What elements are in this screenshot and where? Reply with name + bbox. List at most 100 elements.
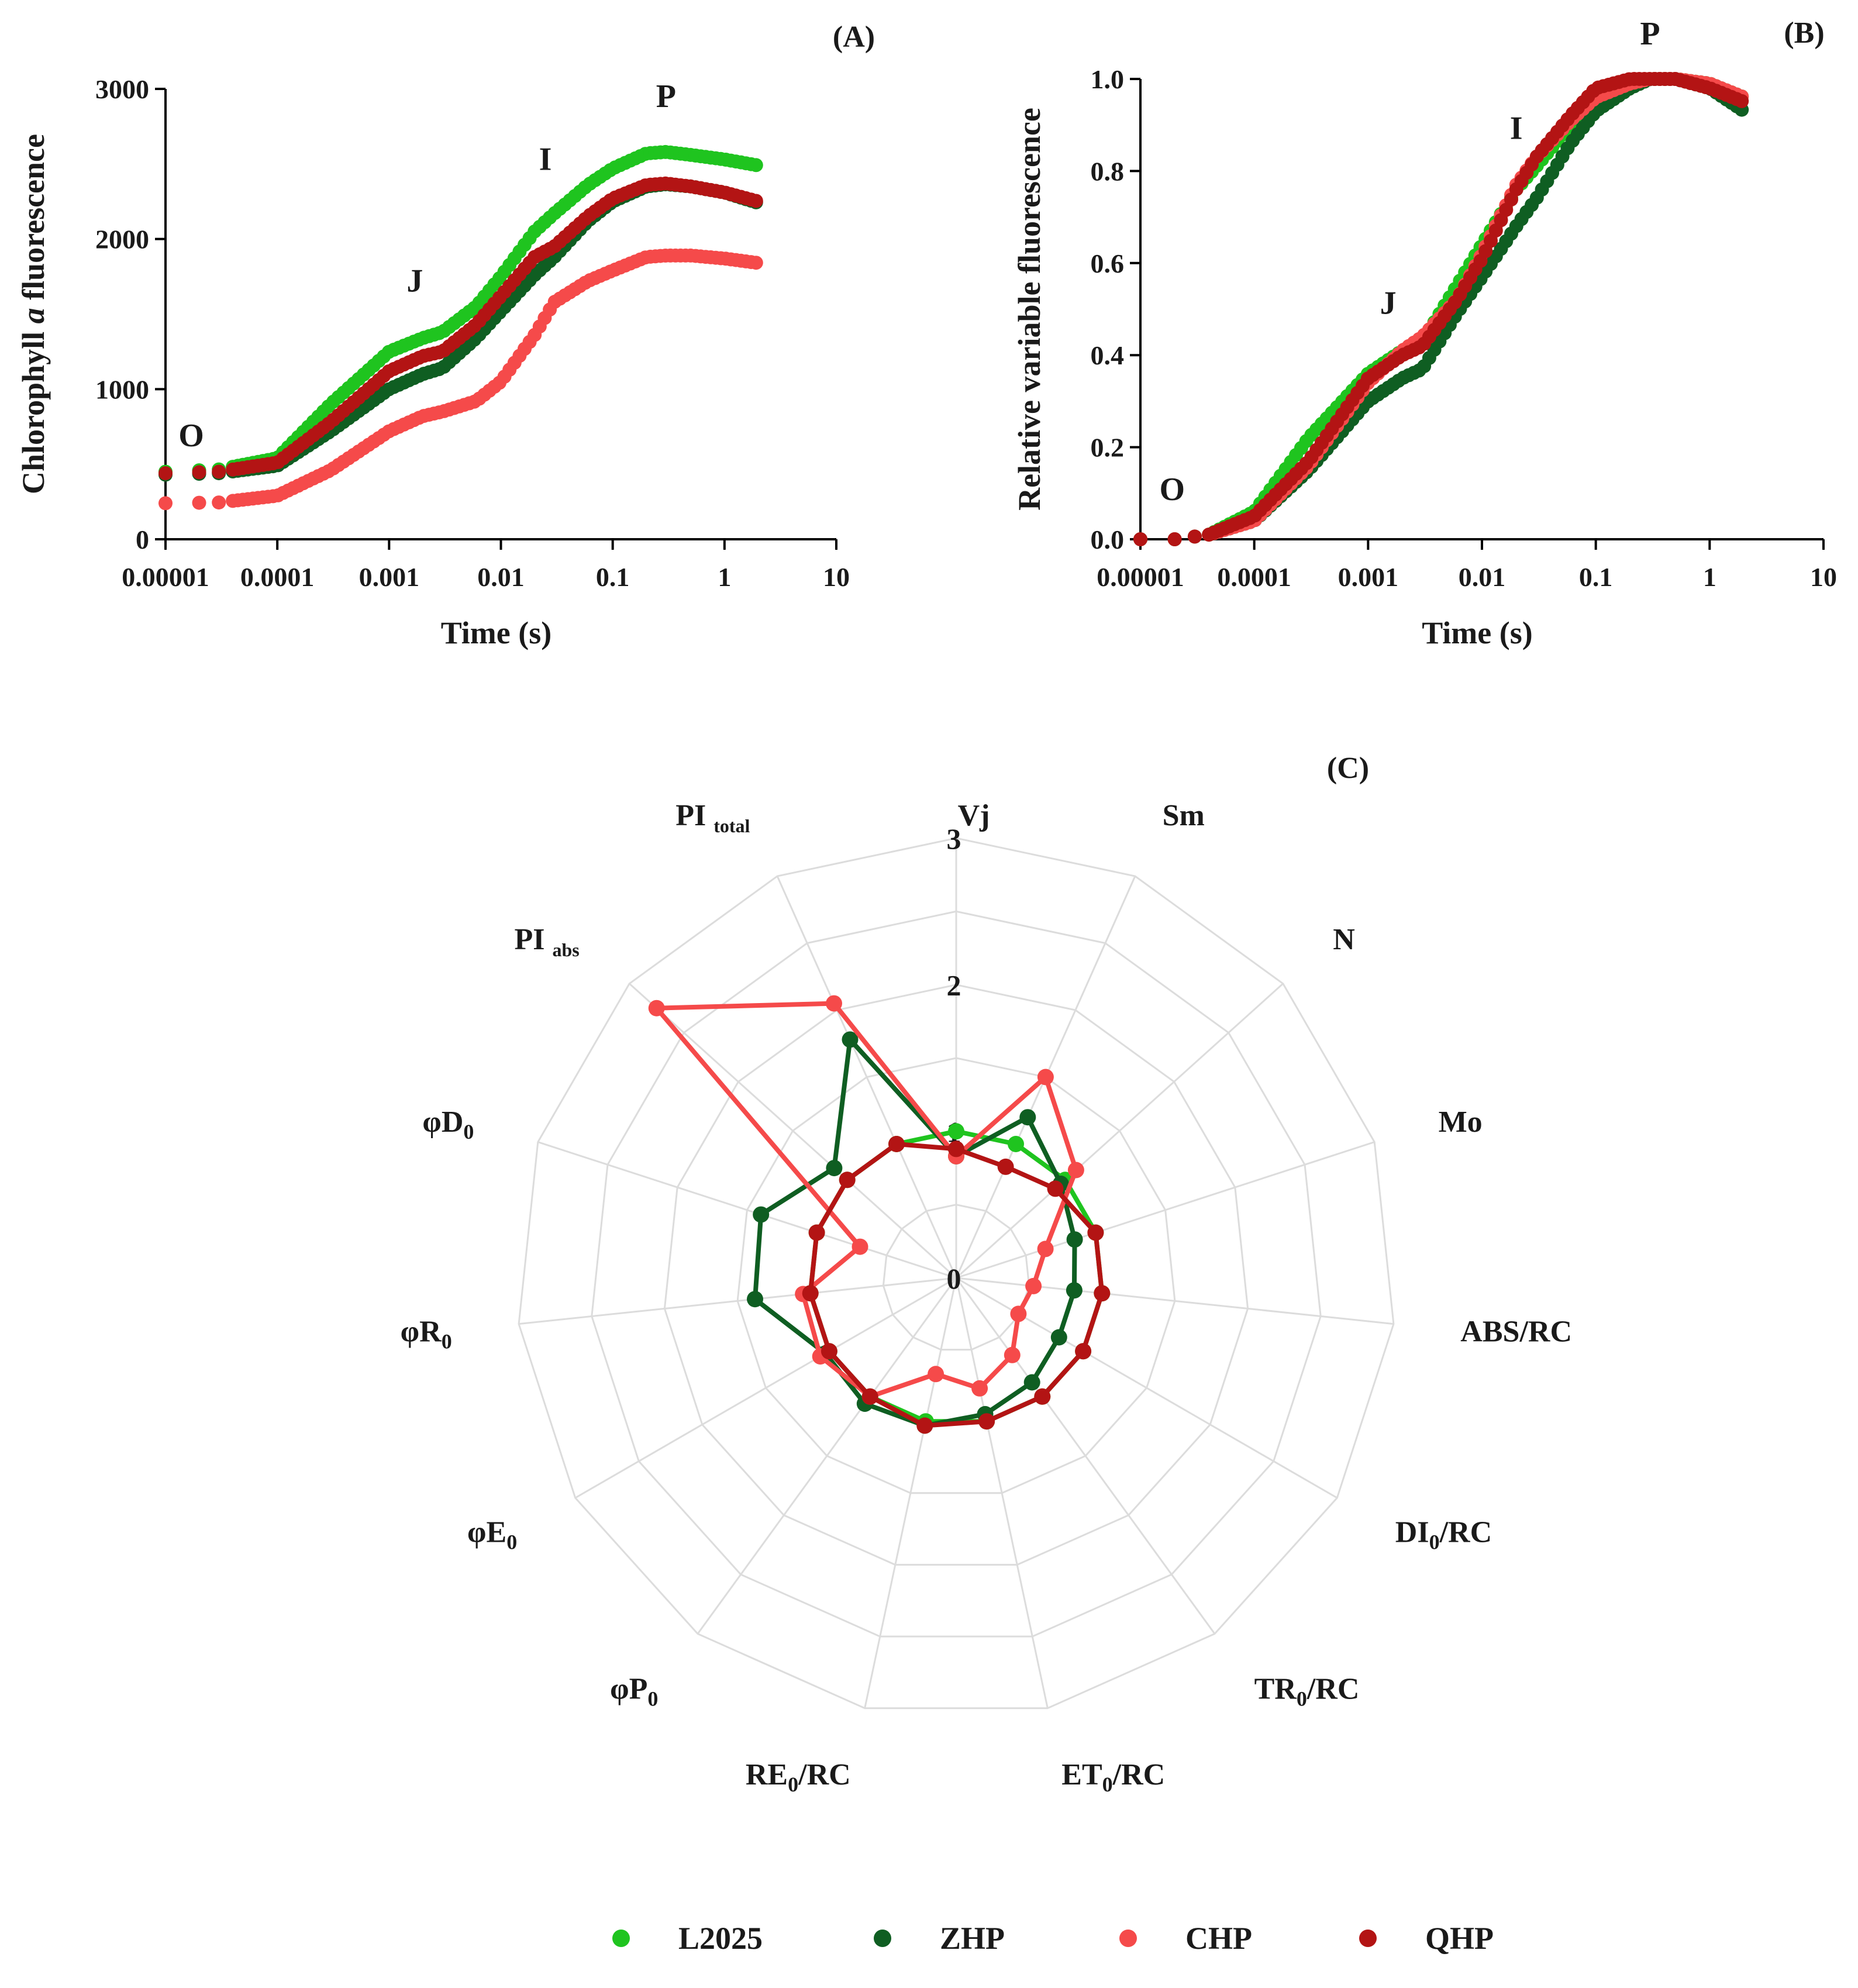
radar-point: [1037, 1241, 1054, 1257]
x-tick-label: 0.01: [1459, 562, 1506, 592]
x-tick-label: 0.00001: [122, 562, 209, 592]
grid-ring: [518, 837, 1395, 1710]
grid-ring: [882, 1204, 1030, 1351]
radar-point: [1034, 1388, 1051, 1405]
grid-spoke: [955, 1277, 1049, 1708]
radar-axis-label-text: φP: [610, 1672, 647, 1706]
grid-spoke: [955, 1277, 1216, 1635]
x-tick-label: 10: [1810, 562, 1837, 592]
data-point: [212, 495, 226, 510]
grid-spoke: [955, 983, 1284, 1279]
legend: L2025 ZHP CHP QHP: [612, 1921, 1494, 1956]
phase-label: J: [1380, 285, 1397, 321]
radar-axis-label-text: Sm: [1163, 799, 1205, 832]
legend-label: CHP: [1185, 1921, 1252, 1956]
legend-item-qhp: QHP: [1359, 1921, 1494, 1956]
radar-point: [648, 1000, 665, 1017]
grid-spoke: [956, 1141, 1375, 1279]
radar-point: [747, 1291, 763, 1308]
radar-axis-label-text: Mo: [1439, 1105, 1483, 1139]
radar-point: [1010, 1305, 1027, 1322]
panel-label: (C): [1327, 752, 1369, 785]
radar-axis-label-sub: 0: [647, 1687, 658, 1710]
y-axis-label-text: Chlorophyll: [16, 323, 51, 494]
radar-axis-label: TR0/RC: [1254, 1672, 1360, 1710]
legend-item-chp: CHP: [1119, 1921, 1252, 1956]
radar-point: [1037, 1069, 1054, 1086]
y-tick-label: 1.0: [1091, 64, 1125, 94]
radar-point: [1008, 1136, 1024, 1152]
radar-axis-label: ABS/RC: [1460, 1315, 1572, 1349]
phase-label: O: [1159, 471, 1185, 508]
phase-label: J: [406, 263, 423, 299]
radar-axis-label-text: φE: [467, 1516, 506, 1549]
x-tick-label: 0.001: [1338, 562, 1399, 592]
phase-label: O: [178, 418, 204, 454]
radar-axis-label: RE0/RC: [746, 1758, 851, 1796]
radar-axis-label-text: DI: [1395, 1516, 1429, 1549]
series-qhp: [802, 1136, 1111, 1434]
panel-a: 0.00001 0.0001 0.001 0.01 0.1 1 10 0 1000 2000 300…: [16, 20, 875, 650]
x-tick-label: 1: [718, 562, 731, 592]
radar-axis-label-text: Vj: [958, 799, 990, 832]
x-tick-label: 0.001: [359, 562, 420, 592]
phase-label: I: [1510, 110, 1523, 146]
grid-spoke: [776, 876, 957, 1279]
y-tick-label: 0.0: [1091, 525, 1125, 554]
data-point: [749, 256, 763, 270]
radar-axis-label: φP0: [610, 1672, 658, 1710]
data-point: [158, 466, 173, 481]
radar-axis-label-sub: abs: [552, 939, 579, 960]
data-point: [192, 465, 206, 480]
data-point: [1187, 529, 1202, 544]
radar-point: [861, 1388, 878, 1405]
radar-axis-label: PI total: [675, 799, 750, 836]
radar-point: [916, 1417, 933, 1434]
radar-point: [1066, 1231, 1083, 1248]
series-l2025: [158, 144, 763, 479]
x-axis-label: Time (s): [441, 615, 551, 650]
radar-point: [802, 1285, 819, 1302]
radar-axis-label-text: φR: [401, 1315, 442, 1349]
radar-axis-label-sub: 0: [788, 1773, 798, 1796]
x-tick-label: 0.1: [1579, 562, 1613, 592]
phase-label: I: [539, 142, 552, 178]
y-axis-label-text: fluorescence: [16, 134, 51, 308]
x-tick-label: 0.1: [596, 562, 630, 592]
radar-axis-label-sub: 0: [506, 1531, 517, 1554]
x-axis-label: Time (s): [1422, 615, 1532, 650]
radar-point: [852, 1238, 868, 1255]
radar-point: [1019, 1109, 1036, 1126]
radar-axis-label: φD0: [422, 1105, 474, 1143]
legend-label: ZHP: [940, 1921, 1005, 1956]
radar-point: [826, 995, 842, 1012]
radar-axis-label-sub: 0: [1102, 1773, 1113, 1796]
radar-axis-label: φR0: [401, 1315, 452, 1353]
data-point: [1499, 202, 1514, 217]
radar-axis-label-post: /RC: [1112, 1758, 1166, 1791]
grid-spoke: [697, 1277, 957, 1635]
radar-axis-label-text: TR: [1254, 1672, 1298, 1706]
radar-point: [928, 1366, 944, 1383]
radar-axis-label-text: φD: [422, 1105, 463, 1139]
radar-point: [753, 1206, 770, 1223]
radial-tick-label: 0: [947, 1262, 961, 1295]
radar-point: [1050, 1329, 1067, 1346]
radar-axis-label-sub: 0: [1297, 1687, 1307, 1710]
radar-line: [753, 1037, 1077, 1428]
radar-point: [1067, 1162, 1084, 1179]
radar-point: [948, 1141, 964, 1157]
radar-point: [821, 1343, 837, 1360]
radar-axis-label-sub: total: [713, 815, 750, 836]
legend-label: QHP: [1425, 1921, 1494, 1956]
radar-axis-label-text: N: [1333, 923, 1355, 956]
y-tick-label: 0.4: [1091, 340, 1125, 370]
legend-marker: [1119, 1930, 1137, 1947]
y-tick-label: 0: [136, 525, 149, 554]
radar-axis-label-sub: 0: [463, 1120, 474, 1143]
radial-tick-label: 2: [947, 969, 961, 1002]
radar-point: [888, 1136, 905, 1152]
panel-c: 0123VjSmNMoABS/RCDI0/RCTR0/RCET0/RCRE0/R…: [401, 752, 1572, 1796]
radar-line: [654, 1001, 1078, 1399]
radar-point: [1087, 1224, 1104, 1241]
